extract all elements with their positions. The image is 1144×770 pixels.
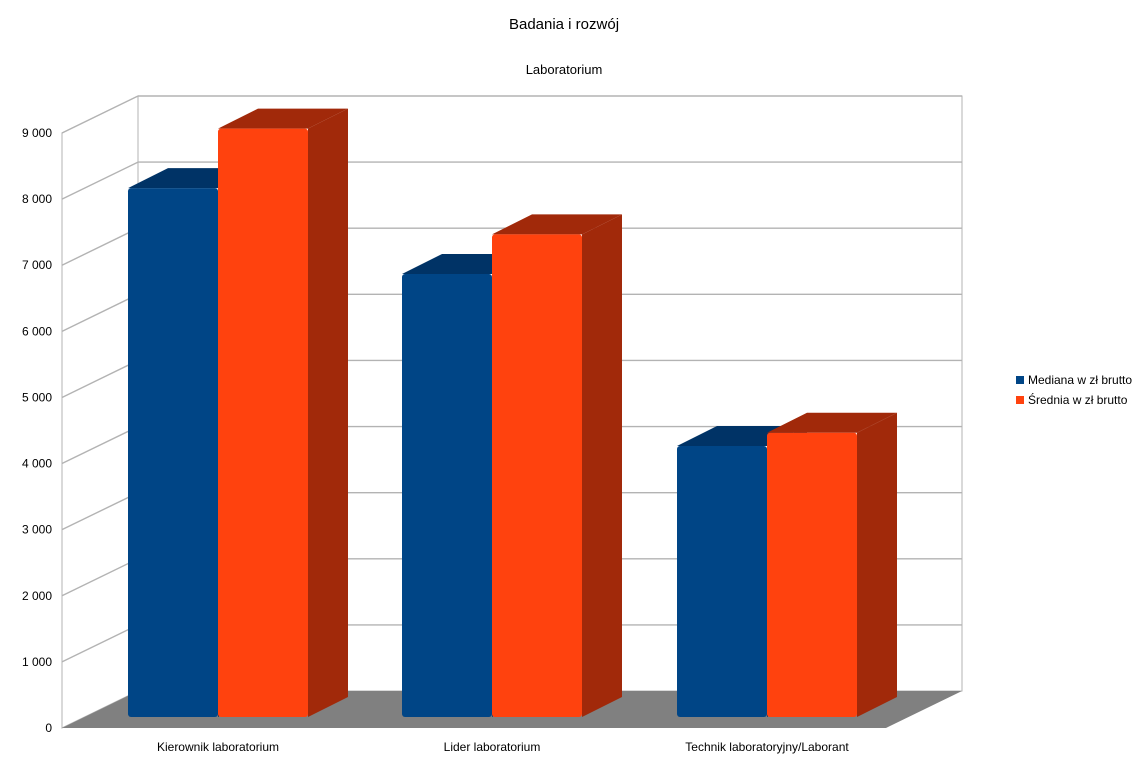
y-tick-label: 9 000 <box>22 126 52 140</box>
gridline-side <box>61 161 139 200</box>
y-tick-label: 7 000 <box>22 258 52 272</box>
gridline-side <box>61 425 139 465</box>
gridline-side <box>61 624 139 663</box>
legend-item-median: Mediana w zł brutto <box>1016 370 1132 390</box>
bar-side <box>857 412 897 717</box>
bar-top <box>492 214 622 235</box>
bar-side <box>308 108 348 718</box>
y-tick-label: 3 000 <box>22 523 52 537</box>
bar-top <box>767 412 897 433</box>
bar-side <box>582 214 622 717</box>
legend-item-mean: Średnia w zł brutto <box>1016 390 1132 410</box>
x-tick-label: Lider laboratorium <box>444 740 541 754</box>
gridline-side <box>61 95 139 134</box>
bar-front <box>677 445 767 717</box>
x-tick-label: Technik laboratoryjny/Laborant <box>685 740 849 754</box>
gridline-side <box>61 359 139 399</box>
legend-label-mean: Średnia w zł brutto <box>1028 393 1128 407</box>
y-tick-label: 1 000 <box>22 655 52 669</box>
legend-swatch-median <box>1016 376 1024 384</box>
side-wall <box>61 95 139 729</box>
chart-legend: Mediana w zł brutto Średnia w zł brutto <box>1016 370 1132 410</box>
gridline-side <box>61 293 139 332</box>
chart-title: Badania i rozwój <box>508 16 620 33</box>
legend-swatch-mean <box>1016 396 1024 404</box>
bar-front <box>492 234 582 717</box>
y-tick-label: 2 000 <box>22 589 52 603</box>
y-tick-label: 6 000 <box>22 324 52 338</box>
bar-front <box>128 188 218 718</box>
y-tick-label: 8 000 <box>22 192 52 206</box>
y-tick-label: 4 000 <box>22 457 52 471</box>
x-tick-label: Kierownik laboratorium <box>157 740 279 754</box>
gridline-side <box>61 558 139 597</box>
y-tick-label: 0 <box>45 721 52 735</box>
chart-subtitle: Laboratorium <box>525 62 603 77</box>
bar-top <box>218 108 348 129</box>
y-tick-label: 5 000 <box>22 390 52 404</box>
legend-label-median: Mediana w zł brutto <box>1028 373 1133 387</box>
bar-front <box>218 128 308 718</box>
bar-front <box>402 274 492 717</box>
gridline-side <box>61 492 139 531</box>
gridline-side <box>61 227 139 266</box>
bar-front <box>767 432 857 717</box>
